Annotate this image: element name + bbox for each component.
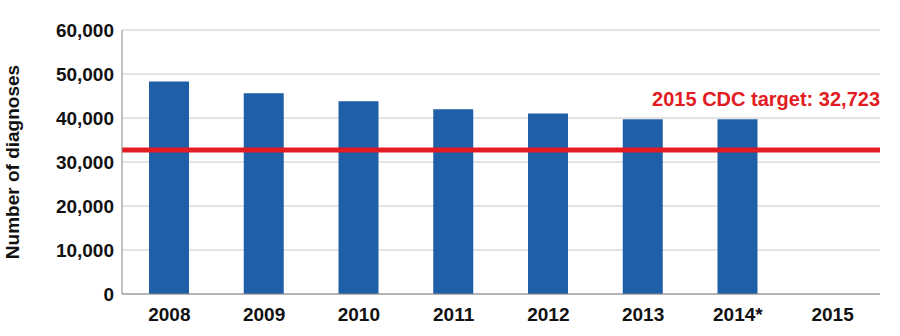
svg-text:20,000: 20,000 — [56, 196, 114, 217]
svg-text:0: 0 — [103, 284, 114, 305]
svg-text:10,000: 10,000 — [56, 240, 114, 261]
svg-text:60,000: 60,000 — [56, 20, 114, 41]
svg-text:2011: 2011 — [433, 304, 475, 325]
svg-text:2008: 2008 — [148, 304, 190, 325]
svg-text:2009: 2009 — [243, 304, 285, 325]
svg-text:2015: 2015 — [811, 304, 854, 325]
svg-text:2010: 2010 — [338, 304, 380, 325]
svg-text:2014*: 2014* — [713, 304, 763, 325]
svg-text:50,000: 50,000 — [56, 64, 114, 85]
svg-text:Number of diagnoses: Number of diagnoses — [8, 65, 23, 259]
svg-text:2015 CDC target: 32,723: 2015 CDC target: 32,723 — [652, 88, 880, 110]
svg-text:2012: 2012 — [527, 304, 569, 325]
svg-text:40,000: 40,000 — [56, 108, 114, 129]
svg-text:2013: 2013 — [622, 304, 664, 325]
svg-text:30,000: 30,000 — [56, 152, 114, 173]
